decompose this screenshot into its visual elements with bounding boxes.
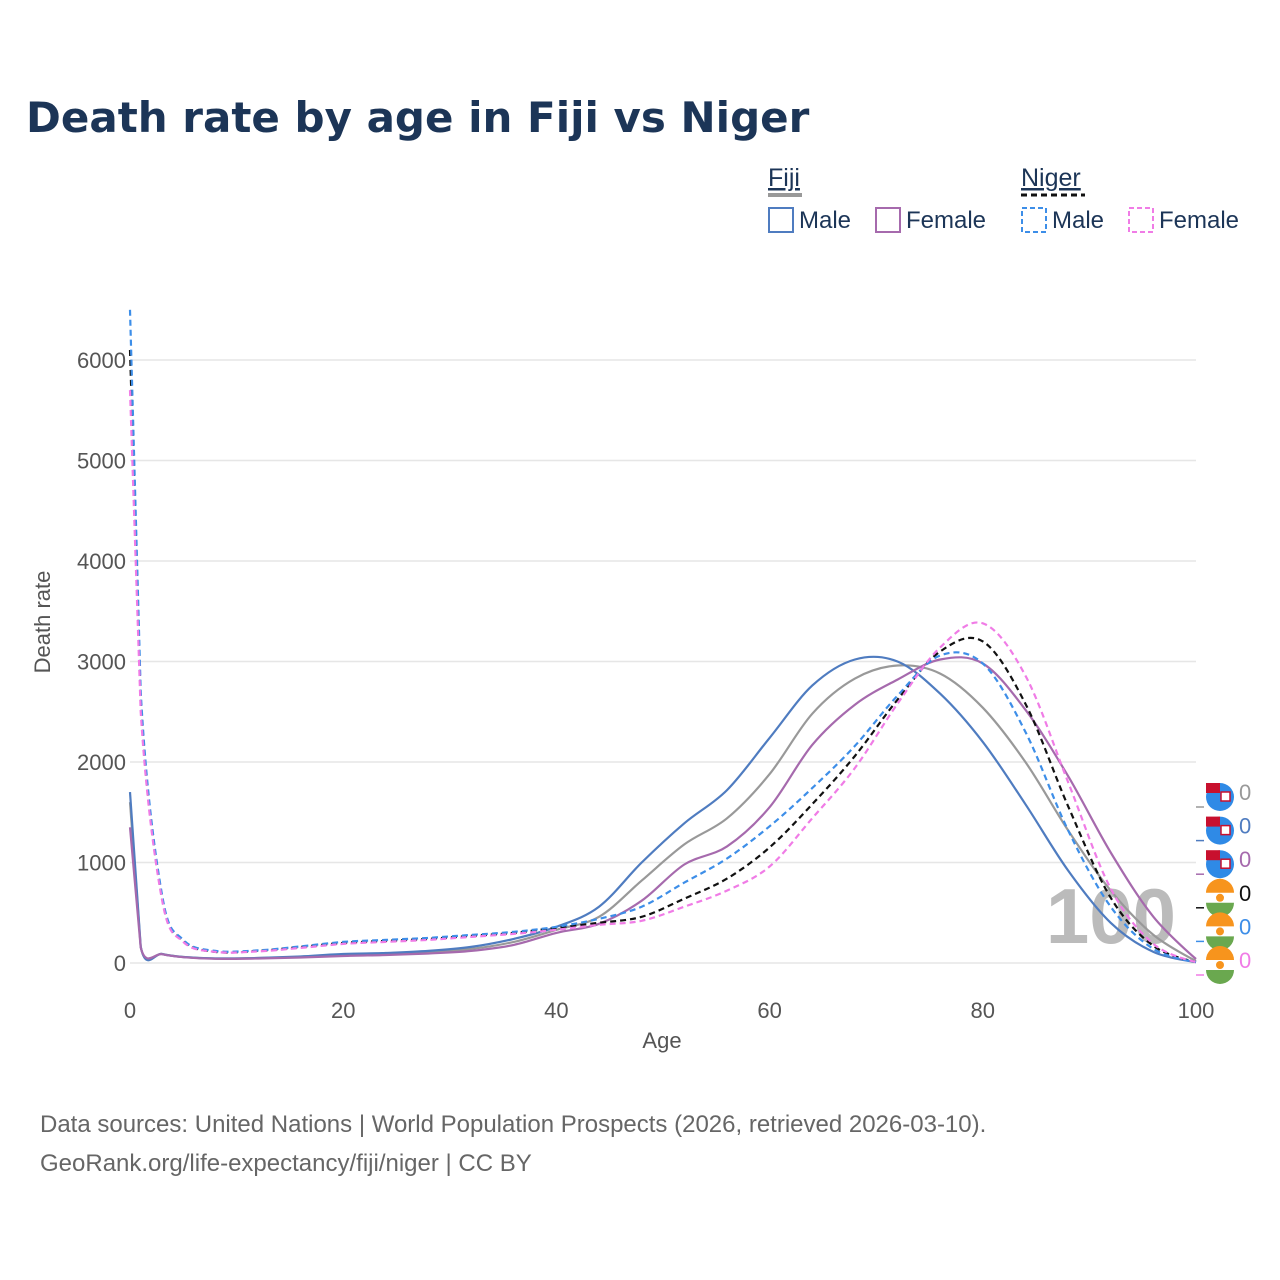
x-axis-ticks: 0 20 40 60 80 100: [124, 998, 1214, 1023]
source-line-1: Data sources: United Nations | World Pop…: [40, 1111, 986, 1138]
legend-group-niger[interactable]: Niger Male Female: [1021, 164, 1239, 234]
x-tick-label: 40: [544, 998, 568, 1023]
end-marker-fiji-total[interactable]: 0: [1196, 780, 1251, 811]
x-tick-label: 0: [124, 998, 136, 1023]
y-axis-ticks: 0 1000 2000 3000 4000 5000 6000: [77, 348, 126, 976]
legend-group-fiji[interactable]: Fiji Male Female: [768, 164, 986, 234]
legend-fiji-swatch: [768, 193, 802, 197]
end-value-label: 0: [1239, 780, 1251, 805]
end-value-label: 0: [1239, 914, 1251, 939]
end-marker-niger-female[interactable]: 0: [1196, 946, 1251, 984]
legend-niger-male-swatch[interactable]: [1021, 207, 1047, 233]
fiji-flag-union-icon: [1206, 816, 1220, 827]
y-tick-label: 3000: [77, 650, 126, 675]
fiji-flag-union-icon: [1206, 850, 1220, 861]
niger-flag-green-icon: [1206, 902, 1234, 917]
y-tick-label: 6000: [77, 348, 126, 373]
niger-flag-orange-icon: [1206, 946, 1234, 960]
y-tick-label: 1000: [77, 851, 126, 876]
fiji-flag-shield-icon: [1220, 791, 1231, 802]
fiji-flag-union-icon: [1206, 783, 1220, 793]
end-value-label: 0: [1239, 814, 1251, 839]
series-line-fiji-female[interactable]: [128, 656, 1197, 960]
legend-niger-male-label[interactable]: Male: [1052, 207, 1104, 234]
series-line-fiji-total[interactable]: [128, 664, 1197, 962]
legend-fiji-female-swatch[interactable]: [875, 207, 901, 233]
niger-flag-green-icon: [1206, 936, 1234, 951]
end-marker-niger-male[interactable]: 0: [1196, 912, 1251, 951]
legend-niger-female-label[interactable]: Female: [1159, 207, 1239, 234]
y-tick-label: 5000: [77, 449, 126, 474]
niger-flag-orange-icon: [1206, 878, 1234, 893]
end-markers: 0 0 0 0 0 0: [1196, 780, 1251, 984]
niger-flag-sun-icon: [1216, 893, 1224, 902]
end-value-label: 0: [1239, 948, 1251, 973]
legend-group-fiji-label[interactable]: Fiji: [768, 164, 800, 192]
legend-niger-female-swatch[interactable]: [1128, 207, 1154, 233]
fiji-flag-shield-icon: [1220, 824, 1231, 836]
series-line-niger-female[interactable]: [128, 390, 1197, 964]
end-value-label: 0: [1239, 847, 1251, 872]
series-line-niger-male[interactable]: [128, 309, 1197, 964]
end-value-label: 0: [1239, 881, 1251, 906]
end-marker-fiji-male[interactable]: 0: [1196, 814, 1251, 845]
series-line-fiji-male[interactable]: [128, 655, 1197, 964]
source-line-2[interactable]: GeoRank.org/life-expectancy/fiji/niger |…: [40, 1150, 532, 1177]
niger-flag-orange-icon: [1206, 912, 1234, 927]
legend[interactable]: Fiji Male Female Niger Male Female: [768, 164, 1239, 234]
x-axis-label: Age: [642, 1028, 681, 1053]
legend-fiji-male-swatch[interactable]: [768, 207, 794, 233]
y-tick-label: 2000: [77, 750, 126, 775]
y-axis-label: Death rate: [30, 571, 55, 674]
legend-group-niger-label[interactable]: Niger: [1021, 164, 1081, 192]
x-tick-label: 60: [757, 998, 781, 1023]
series-lines: [128, 309, 1197, 964]
series-line-niger-total[interactable]: [128, 349, 1197, 964]
gridlines: [130, 359, 1196, 964]
niger-flag-green-icon: [1206, 970, 1234, 984]
end-marker-fiji-female[interactable]: 0: [1196, 847, 1251, 879]
y-tick-label: 0: [114, 951, 126, 976]
x-tick-label: 80: [971, 998, 995, 1023]
niger-flag-sun-icon: [1216, 961, 1224, 969]
legend-fiji-female-label[interactable]: Female: [906, 207, 986, 234]
end-marker-niger-total[interactable]: 0: [1196, 878, 1251, 917]
fiji-flag-shield-icon: [1220, 858, 1231, 869]
x-tick-label: 20: [331, 998, 355, 1023]
x-tick-label: 100: [1178, 998, 1215, 1023]
niger-flag-sun-icon: [1216, 927, 1224, 936]
y-tick-label: 4000: [77, 549, 126, 574]
legend-fiji-male-label[interactable]: Male: [799, 207, 851, 234]
chart-title: Death rate by age in Fiji vs Niger: [26, 93, 810, 142]
